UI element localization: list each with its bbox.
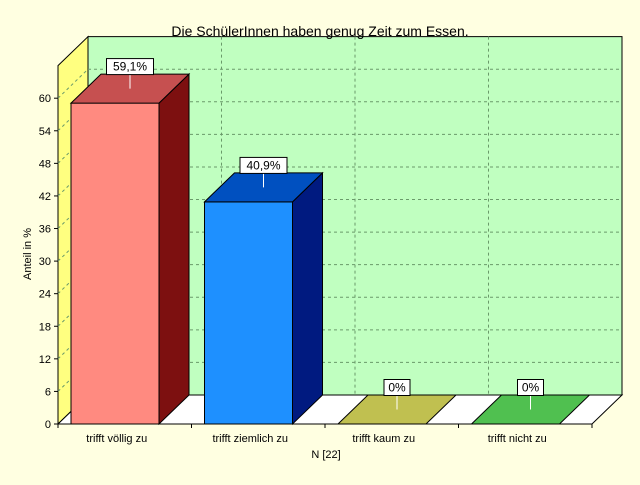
y-tick-label: 48 — [39, 158, 51, 170]
bar-side — [292, 171, 323, 426]
y-tick-label: 18 — [39, 321, 51, 333]
y-tick-label: 24 — [39, 289, 51, 301]
x-tick-label: trifft nicht zu — [488, 433, 547, 445]
x-axis-label: N [22] — [311, 449, 340, 461]
data-label: 59,1% — [113, 60, 147, 74]
chart-labels: 59,1% trifft völlig zu 40,9% trifft ziemlic… — [57, 58, 593, 445]
data-label: 0% — [522, 381, 540, 395]
x-tick-label: trifft kaum zu — [352, 433, 415, 445]
chart-title: Die SchülerInnen haben genug Zeit zum Es… — [171, 23, 468, 39]
grid-line — [57, 68, 89, 99]
bar-side — [158, 72, 190, 426]
data-label: 0% — [388, 381, 406, 395]
data-label-box — [517, 379, 544, 396]
bar-front — [70, 102, 160, 425]
x-tick-label: trifft ziemlich zu — [212, 433, 288, 445]
bar — [203, 171, 324, 426]
y-tick-label: 36 — [39, 224, 51, 236]
x-tick-label: trifft völlig zu — [86, 433, 147, 445]
chart-grid: 0 6 12 18 24 30 36 42 48 54 60 — [39, 36, 622, 431]
data-label: 40,9% — [246, 158, 280, 172]
data-label-box — [106, 58, 154, 76]
data-label-box — [239, 156, 288, 174]
y-tick-label: 42 — [39, 191, 51, 203]
data-label-box — [383, 379, 411, 396]
y-axis-label: Anteil in % — [22, 228, 34, 280]
bar-front — [204, 201, 293, 425]
y-tick-label: 60 — [39, 93, 51, 105]
y-tick-label: 30 — [39, 256, 51, 268]
y-tick-label: 0 — [45, 419, 51, 431]
y-tick-label: 6 — [45, 386, 51, 398]
y-tick-label: 54 — [39, 126, 51, 138]
bar — [69, 72, 191, 426]
y-tick-label: 12 — [39, 354, 51, 366]
